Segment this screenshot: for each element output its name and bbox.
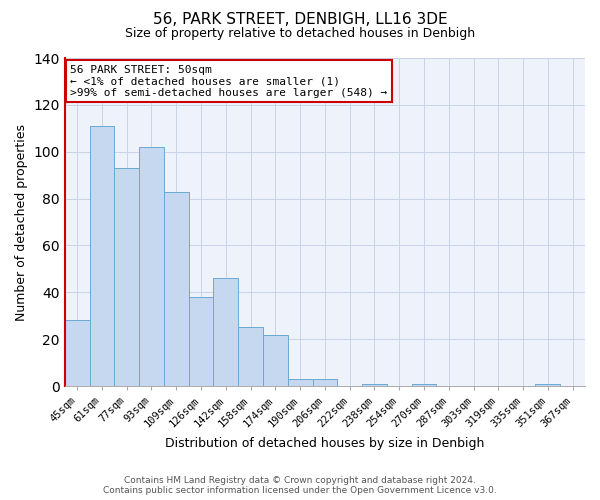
Bar [288, 379, 313, 386]
Text: 56, PARK STREET, DENBIGH, LL16 3DE: 56, PARK STREET, DENBIGH, LL16 3DE [152, 12, 448, 28]
Bar [214, 278, 238, 386]
Bar [115, 168, 139, 386]
Bar [89, 126, 115, 386]
Bar [139, 147, 164, 386]
Bar [362, 384, 387, 386]
Bar [238, 328, 263, 386]
X-axis label: Distribution of detached houses by size in Denbigh: Distribution of detached houses by size … [165, 437, 485, 450]
Bar [263, 334, 288, 386]
Bar [412, 384, 436, 386]
Bar [65, 320, 89, 386]
Text: Contains HM Land Registry data © Crown copyright and database right 2024.
Contai: Contains HM Land Registry data © Crown c… [103, 476, 497, 495]
Bar [313, 379, 337, 386]
Text: Size of property relative to detached houses in Denbigh: Size of property relative to detached ho… [125, 28, 475, 40]
Bar [164, 192, 188, 386]
Text: 56 PARK STREET: 50sqm
← <1% of detached houses are smaller (1)
>99% of semi-deta: 56 PARK STREET: 50sqm ← <1% of detached … [70, 64, 387, 98]
Y-axis label: Number of detached properties: Number of detached properties [15, 124, 28, 320]
Bar [188, 297, 214, 386]
Bar [535, 384, 560, 386]
